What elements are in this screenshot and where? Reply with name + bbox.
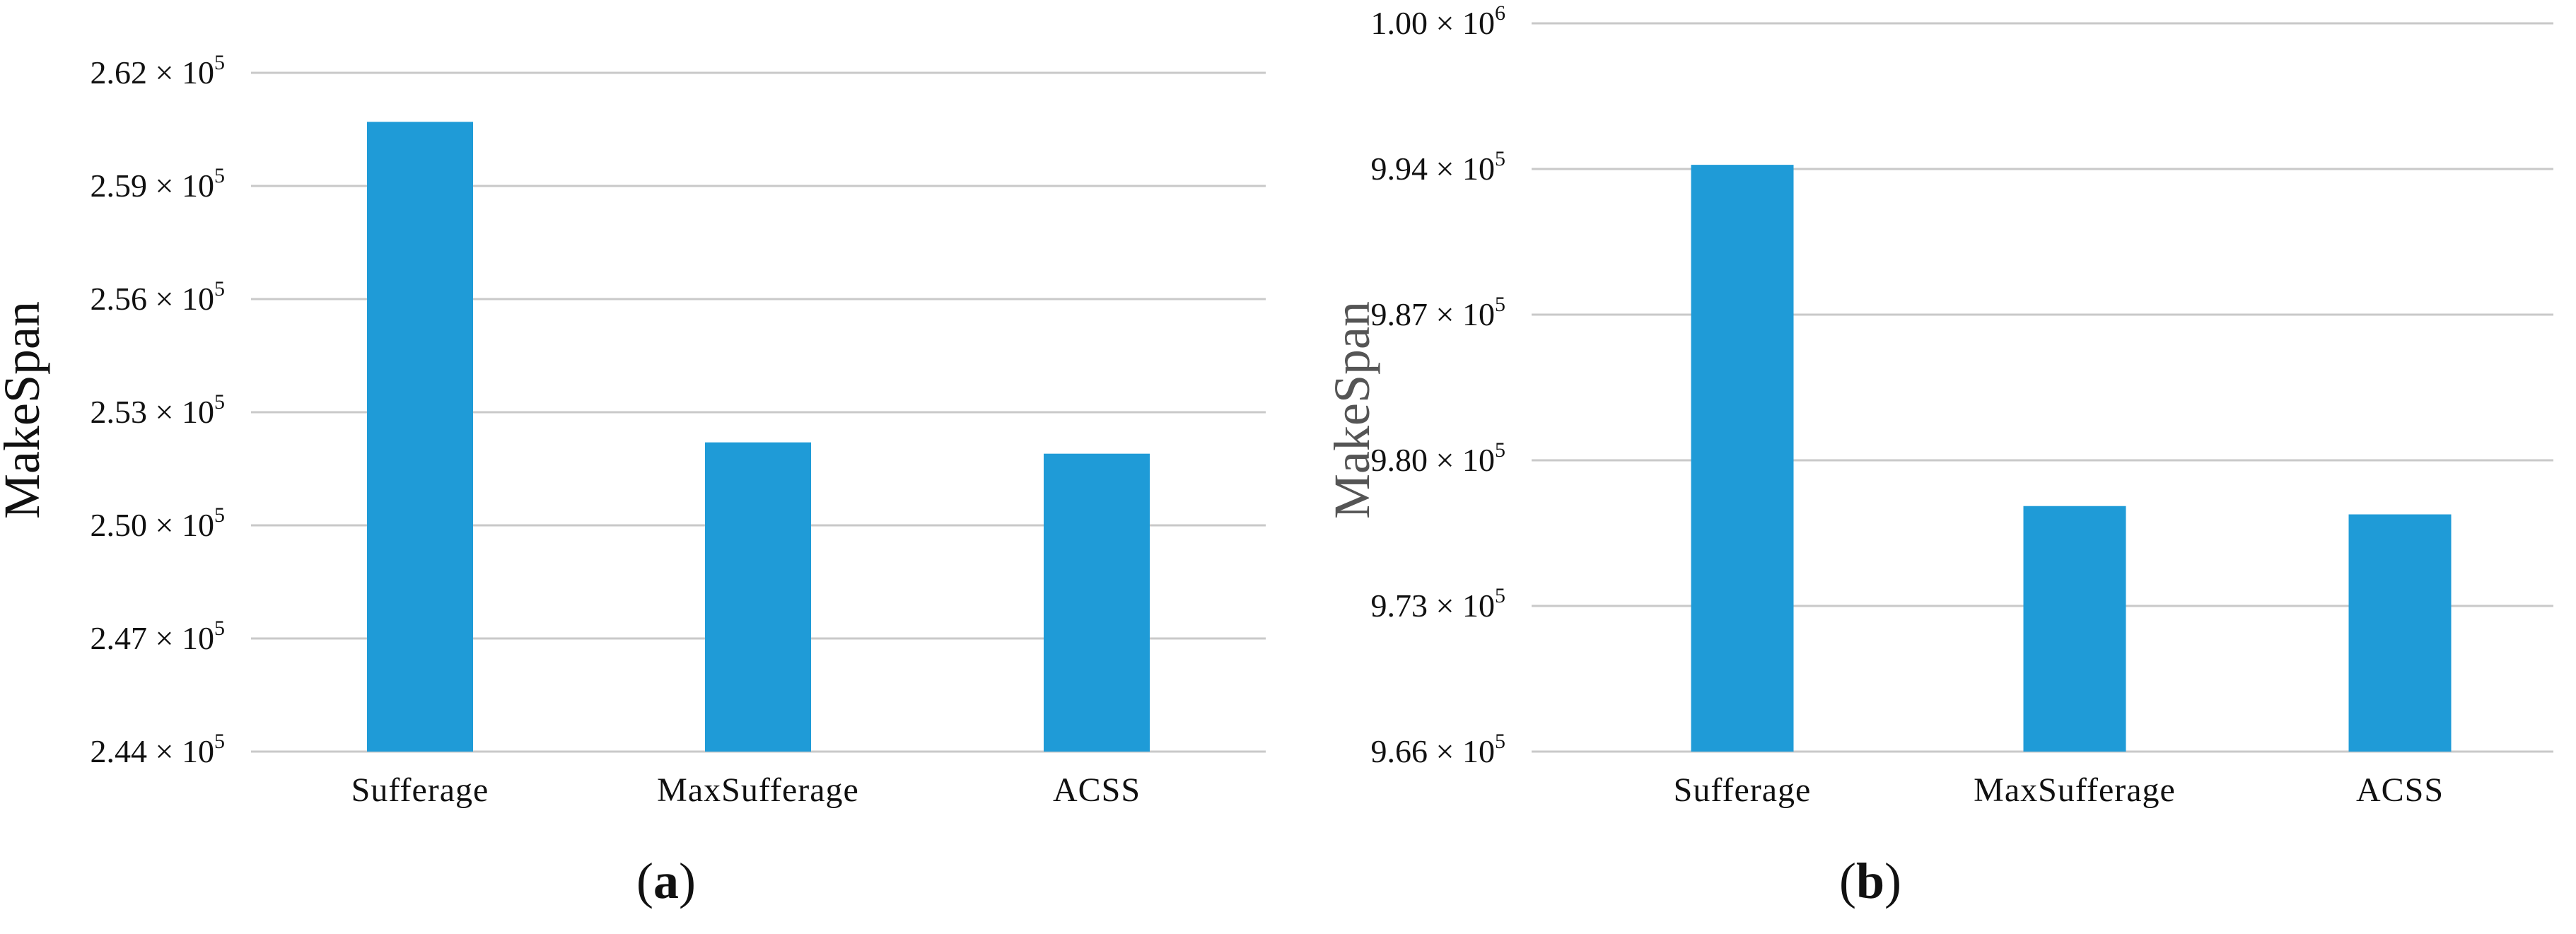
bar-acss — [2348, 514, 2452, 752]
y-tick-label: 2.56 × 105 — [91, 277, 225, 317]
chart-a-svg: 2.44 × 105 2.47 × 105 2.50 × 105 2.53 × 105… — [0, 51, 1266, 809]
y-tick-label: 2.50 × 105 — [91, 503, 225, 543]
y-tick-label: 2.53 × 105 — [91, 390, 225, 430]
bar-sufferage — [367, 122, 473, 752]
y-tick-label: 2.44 × 105 — [91, 730, 225, 769]
x-category-label: MaxSufferage — [657, 771, 859, 809]
y-tick-label: 9.87 × 105 — [1371, 293, 1505, 332]
y-tick-label: 1.00 × 106 — [1371, 1, 1505, 41]
bar-acss — [1044, 453, 1150, 752]
y-axis-label: MakeSpan — [0, 301, 50, 519]
y-tick-label: 2.62 × 105 — [91, 51, 225, 91]
chart-b-svg: 9.66 × 105 9.73 × 105 9.80 × 105 9.87 × 105… — [1324, 1, 2553, 809]
y-tick-label: 9.66 × 105 — [1371, 730, 1505, 769]
bar-maxsufferage — [2023, 506, 2126, 752]
chart-panel-a: 2.44 × 105 2.47 × 105 2.50 × 105 2.53 × 105… — [0, 51, 1266, 909]
x-category-label: Sufferage — [351, 771, 489, 809]
chart-panel-b: 9.66 × 105 9.73 × 105 9.80 × 105 9.87 × 105… — [1288, 0, 2576, 934]
x-category-label: ACSS — [1053, 771, 1141, 809]
bar-maxsufferage — [705, 442, 811, 752]
caption-a: (a) — [636, 853, 696, 909]
bar-sufferage — [1691, 165, 1794, 752]
y-tick-label: 2.59 × 105 — [91, 164, 225, 204]
y-tick-label: 9.73 × 105 — [1371, 584, 1505, 624]
y-tick-label: 2.47 × 105 — [91, 617, 225, 656]
x-category-label: MaxSufferage — [1974, 771, 2176, 809]
x-category-label: Sufferage — [1674, 771, 1812, 809]
y-tick-label: 9.94 × 105 — [1371, 147, 1505, 187]
y-axis-label: MakeSpan — [1324, 301, 1380, 519]
caption-b: (b) — [1839, 853, 1902, 909]
x-category-label: ACSS — [2356, 771, 2444, 809]
y-tick-label: 9.80 × 105 — [1371, 438, 1505, 478]
